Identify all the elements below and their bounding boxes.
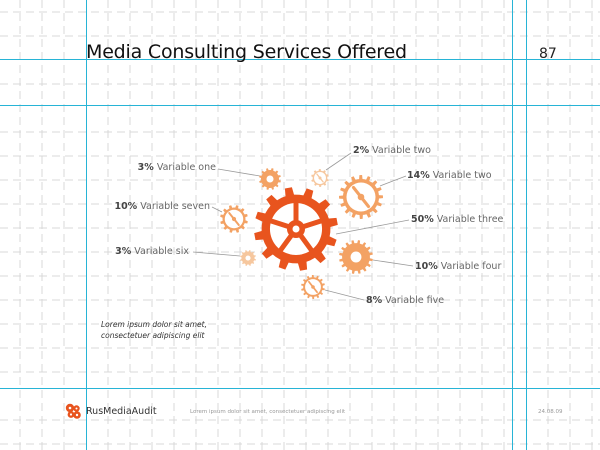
note-line: consectetuer adipiscing elit bbox=[101, 331, 205, 340]
gear-label: 3% Variable one bbox=[115, 162, 216, 174]
slide-title: Media Consulting Services Offered bbox=[86, 41, 407, 63]
leader-line bbox=[379, 175, 407, 187]
gear-label-percent: 10% bbox=[114, 201, 138, 212]
gear-label: 8% Variable five bbox=[366, 295, 444, 307]
gear-icon bbox=[240, 250, 256, 266]
gear-label-percent: 14% bbox=[407, 170, 430, 181]
gear-label-percent: 2% bbox=[353, 145, 370, 156]
gear-icon bbox=[254, 187, 338, 271]
gear-label-text: Variable five bbox=[385, 295, 445, 306]
gear-label: 2% Variable two bbox=[353, 145, 431, 157]
gear-cluster-logo-icon bbox=[65, 403, 81, 419]
note-line: Lorem ipsum dolor sit amet, bbox=[101, 320, 207, 329]
gear-label-percent: 50% bbox=[411, 214, 434, 225]
gear-icon bbox=[301, 275, 325, 299]
leader-line bbox=[324, 289, 365, 301]
gear-label-text: Variable two bbox=[372, 145, 431, 156]
gear-icon bbox=[220, 205, 248, 233]
gear-label-percent: 8% bbox=[366, 295, 383, 306]
gear-icon bbox=[339, 175, 383, 219]
gear-label: 3% Variable six bbox=[80, 246, 189, 258]
page-number: 87 bbox=[539, 46, 557, 62]
gear-label-text: Variable seven bbox=[140, 201, 210, 212]
leader-line bbox=[217, 168, 261, 177]
gear-label-text: Variable one bbox=[156, 162, 216, 173]
leader-line bbox=[335, 219, 410, 235]
gear-icon bbox=[311, 169, 329, 187]
gear-label-percent: 3% bbox=[137, 162, 154, 173]
gear-label-text: Variable four bbox=[440, 261, 502, 272]
gear-label: 14% Variable two bbox=[407, 170, 492, 182]
gear-label-text: Variable six bbox=[134, 246, 189, 257]
gear-label-percent: 10% bbox=[415, 261, 438, 272]
gear-label: 10% Variable four bbox=[415, 261, 501, 273]
gear-label-text: Variable three bbox=[436, 214, 504, 225]
gear-label-percent: 3% bbox=[115, 246, 132, 257]
gear-label: 10% Variable seven bbox=[70, 201, 210, 213]
gear-icon bbox=[339, 240, 373, 274]
leader-line bbox=[192, 251, 241, 257]
footer-date: 24.08.09 bbox=[538, 409, 563, 415]
gear-label: 50% Variable three bbox=[411, 214, 503, 226]
leader-line bbox=[211, 206, 223, 213]
leader-line bbox=[372, 259, 414, 267]
gear-icon bbox=[259, 168, 281, 190]
brand-name: RusMediaAudit bbox=[86, 406, 157, 417]
note: Lorem ipsum dolor sit amet, consectetuer… bbox=[101, 319, 207, 341]
gear-label-text: Variable two bbox=[432, 170, 492, 181]
footer-text: Lorem ipsum dolor sit amet, consectetuer… bbox=[190, 409, 346, 415]
leader-line bbox=[325, 152, 352, 171]
